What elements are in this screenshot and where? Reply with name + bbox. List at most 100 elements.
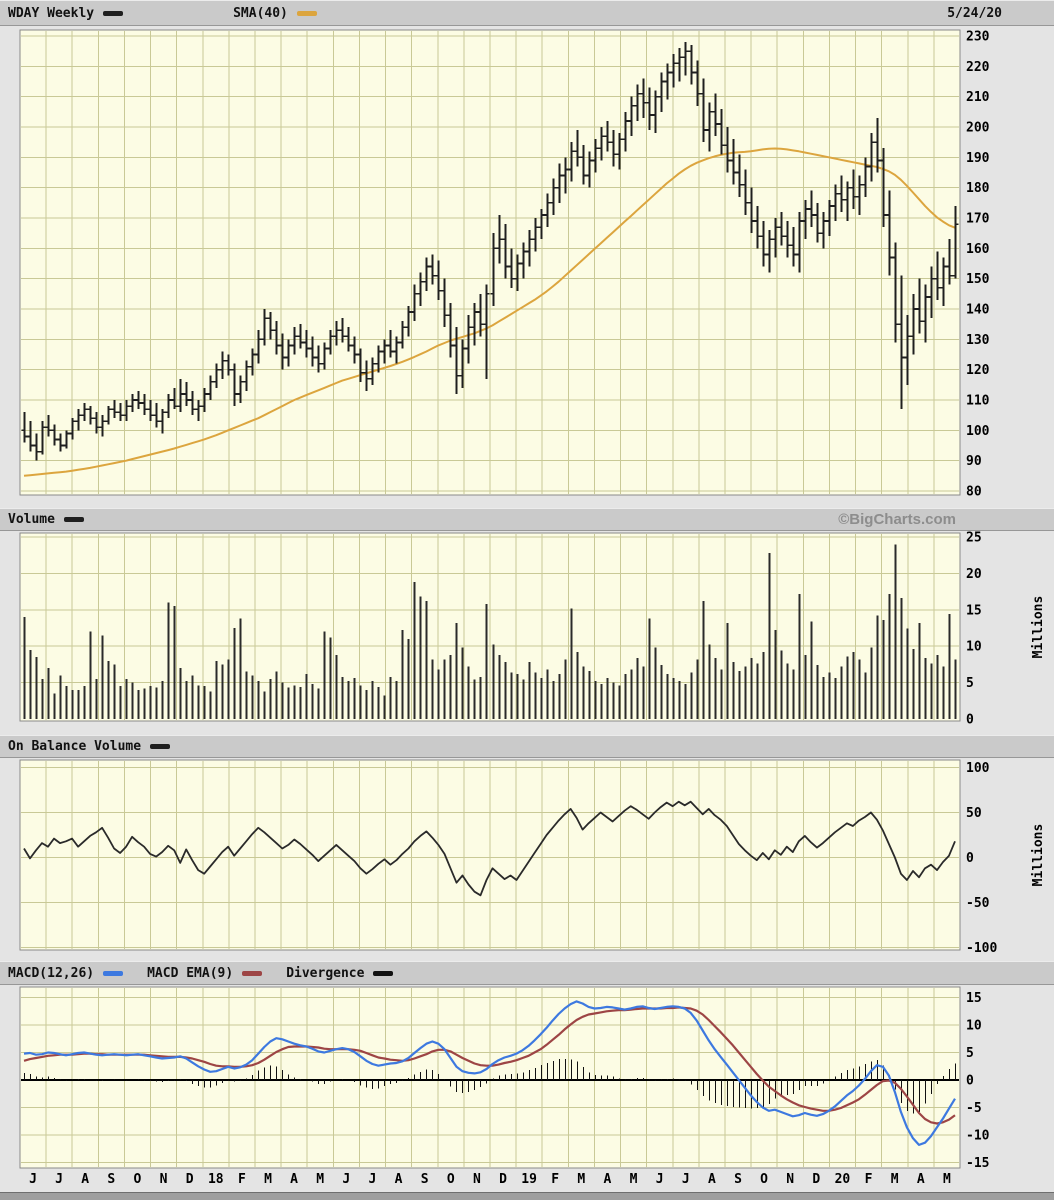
svg-text:-50: -50 bbox=[966, 896, 990, 911]
svg-text:N: N bbox=[786, 1172, 794, 1187]
svg-text:-5: -5 bbox=[966, 1101, 982, 1116]
macd-ema-label: MACD EMA(9) bbox=[147, 965, 234, 981]
obv-pane: 100 50 0 -50 -100 bbox=[19, 759, 997, 956]
svg-text:D: D bbox=[186, 1172, 194, 1187]
svg-text:M: M bbox=[630, 1172, 638, 1187]
price-pane: 80 90 100 110 120 130 140 150 160 170 180 190 200 210… bbox=[19, 29, 990, 500]
svg-text:-100: -100 bbox=[966, 941, 997, 956]
svg-text:J: J bbox=[55, 1172, 63, 1187]
bottom-window-bar bbox=[0, 1192, 1054, 1200]
macd-line bbox=[23, 1000, 956, 1147]
svg-text:210: 210 bbox=[966, 90, 990, 105]
svg-text:0: 0 bbox=[966, 713, 974, 728]
svg-text:190: 190 bbox=[966, 151, 990, 166]
price-pane-grid bbox=[21, 31, 959, 494]
svg-text:100: 100 bbox=[966, 424, 990, 439]
chart-date: 5/24/20 bbox=[947, 5, 1002, 21]
svg-text:O: O bbox=[760, 1172, 768, 1187]
obv-label: On Balance Volume bbox=[8, 739, 142, 754]
svg-text:5: 5 bbox=[966, 676, 974, 691]
svg-text:220: 220 bbox=[966, 60, 990, 75]
obv-section-header: On Balance Volume bbox=[0, 735, 1054, 758]
obv-legend-dash-icon bbox=[150, 744, 171, 749]
macd-section-header: MACD(12,26) MACD EMA(9) Divergence bbox=[0, 961, 1054, 985]
svg-text:J: J bbox=[656, 1172, 664, 1187]
divergence-legend-dash-icon bbox=[373, 970, 394, 976]
svg-text:J: J bbox=[29, 1172, 37, 1187]
svg-text:80: 80 bbox=[966, 485, 982, 500]
volume-section-header: Volume ©BigCharts.com bbox=[0, 508, 1054, 531]
svg-text:A: A bbox=[395, 1172, 403, 1187]
svg-text:5: 5 bbox=[966, 1046, 974, 1061]
svg-text:N: N bbox=[473, 1172, 481, 1187]
svg-text:170: 170 bbox=[966, 212, 990, 227]
svg-text:19: 19 bbox=[521, 1172, 537, 1187]
svg-text:A: A bbox=[290, 1172, 298, 1187]
macd-ema-legend-dash-icon bbox=[242, 970, 263, 976]
millions-label-volume: Millions bbox=[1031, 596, 1046, 659]
svg-text:200: 200 bbox=[966, 121, 990, 136]
svg-text:O: O bbox=[133, 1172, 141, 1187]
svg-text:A: A bbox=[81, 1172, 89, 1187]
svg-text:S: S bbox=[107, 1172, 115, 1187]
svg-text:25: 25 bbox=[966, 531, 982, 546]
svg-text:140: 140 bbox=[966, 303, 990, 318]
svg-text:20: 20 bbox=[835, 1172, 851, 1187]
obv-pane-y-axis-labels: 100 50 0 -50 -100 bbox=[966, 761, 997, 956]
svg-text:N: N bbox=[160, 1172, 168, 1187]
macd-pane-y-axis-labels: 15 10 5 0 -5 -10 -15 bbox=[966, 991, 990, 1171]
svg-text:S: S bbox=[421, 1172, 429, 1187]
sma40-line bbox=[23, 147, 956, 477]
svg-text:150: 150 bbox=[966, 272, 990, 287]
svg-text:50: 50 bbox=[966, 806, 982, 821]
svg-text:90: 90 bbox=[966, 454, 982, 469]
svg-text:M: M bbox=[264, 1172, 272, 1187]
volume-label: Volume bbox=[8, 512, 55, 527]
svg-text:15: 15 bbox=[966, 991, 982, 1006]
svg-text:J: J bbox=[342, 1172, 350, 1187]
svg-text:F: F bbox=[551, 1172, 559, 1187]
svg-text:D: D bbox=[812, 1172, 820, 1187]
svg-text:20: 20 bbox=[966, 567, 982, 582]
svg-text:A: A bbox=[917, 1172, 925, 1187]
svg-text:O: O bbox=[447, 1172, 455, 1187]
svg-text:-10: -10 bbox=[966, 1129, 990, 1144]
svg-text:15: 15 bbox=[966, 603, 982, 618]
svg-text:S: S bbox=[734, 1172, 742, 1187]
main-chart-header: WDAY Weekly SMA(40) 5/24/20 bbox=[0, 0, 1054, 26]
svg-text:A: A bbox=[708, 1172, 716, 1187]
divergence-label: Divergence bbox=[286, 965, 365, 981]
svg-text:D: D bbox=[499, 1172, 507, 1187]
macd-label: MACD(12,26) bbox=[8, 965, 95, 981]
svg-text:110: 110 bbox=[966, 394, 990, 409]
svg-text:0: 0 bbox=[966, 851, 974, 866]
volume-pane-y-axis-labels: 0 5 10 15 20 25 bbox=[966, 531, 982, 728]
volume-bars bbox=[23, 544, 957, 719]
svg-text:M: M bbox=[316, 1172, 324, 1187]
price-legend-dash-icon bbox=[103, 10, 124, 16]
sma-label: SMA(40) bbox=[233, 5, 288, 21]
svg-text:F: F bbox=[238, 1172, 246, 1187]
svg-text:180: 180 bbox=[966, 181, 990, 196]
bigcharts-watermark: ©BigCharts.com bbox=[838, 511, 956, 528]
macd-pane-grid bbox=[21, 988, 959, 1167]
obv-pane-grid bbox=[21, 761, 959, 949]
millions-label-obv: Millions bbox=[1031, 824, 1046, 887]
svg-text:-15: -15 bbox=[966, 1156, 989, 1171]
svg-text:10: 10 bbox=[966, 1019, 982, 1034]
svg-text:130: 130 bbox=[966, 333, 990, 348]
svg-text:A: A bbox=[603, 1172, 611, 1187]
svg-text:10: 10 bbox=[966, 640, 982, 655]
volume-pane: 0 5 10 15 20 25 bbox=[19, 531, 982, 728]
obv-line bbox=[23, 800, 956, 897]
macd-legend-dash-icon bbox=[103, 970, 124, 976]
svg-text:J: J bbox=[682, 1172, 690, 1187]
volume-legend-dash-icon bbox=[63, 517, 84, 522]
svg-text:160: 160 bbox=[966, 242, 990, 257]
svg-text:F: F bbox=[865, 1172, 873, 1187]
symbol-title: WDAY Weekly bbox=[8, 5, 95, 21]
price-pane-y-axis-labels: 80 90 100 110 120 130 140 150 160 170 180 190 200 210… bbox=[966, 30, 990, 500]
svg-text:M: M bbox=[891, 1172, 899, 1187]
